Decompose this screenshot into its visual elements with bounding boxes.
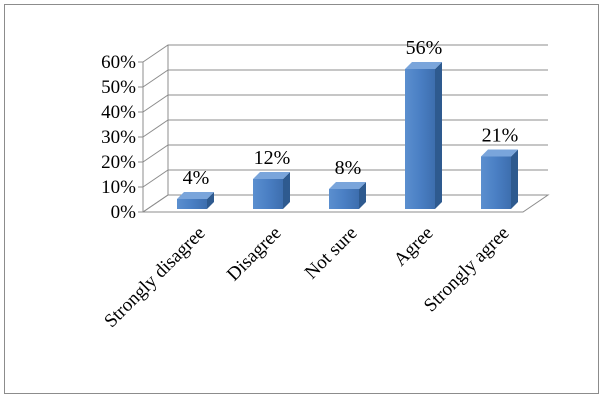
bar-front xyxy=(481,156,511,209)
bar-side xyxy=(435,62,442,209)
bar xyxy=(481,149,518,209)
data-label: 4% xyxy=(183,167,210,189)
bar-side xyxy=(511,149,518,209)
bar-top xyxy=(405,62,442,69)
category-labels: Strongly disagree Disagree Not sure AgreeSt… xyxy=(100,223,513,332)
bar-side xyxy=(207,192,214,209)
bar-front xyxy=(177,199,207,209)
category-label: Disagree xyxy=(223,223,286,286)
axes xyxy=(138,61,144,213)
y-tick-label: 10% xyxy=(101,177,136,198)
bar-front xyxy=(329,189,359,209)
bar-front xyxy=(253,179,283,209)
bar-top xyxy=(253,172,290,179)
y-axis-tick-labels: 0% 10% 20% 30% 40% 50% 60% xyxy=(101,52,136,223)
bar-side xyxy=(359,182,366,209)
y-tick-label: 40% xyxy=(101,102,136,123)
category-label: Strongly disagree xyxy=(100,223,209,332)
category-label: Not sure xyxy=(301,223,362,284)
bar xyxy=(405,62,442,209)
data-label: 12% xyxy=(254,147,291,169)
y-tick-label: 50% xyxy=(101,77,136,98)
y-tick-label: 20% xyxy=(101,152,136,173)
y-tick-label: 30% xyxy=(101,127,136,148)
data-labels: 4% 12% 8% 56% 21% xyxy=(183,37,519,189)
data-label: 56% xyxy=(406,37,443,59)
gridline xyxy=(142,44,548,63)
bar xyxy=(177,192,214,209)
gridline xyxy=(142,94,548,113)
category-label: Agree xyxy=(390,223,438,271)
y-tick-label: 60% xyxy=(101,52,136,73)
data-label: 21% xyxy=(482,125,519,147)
bar xyxy=(329,182,366,209)
bar-top xyxy=(481,149,518,157)
bar-side xyxy=(283,172,290,209)
bar-top xyxy=(177,192,214,199)
bar xyxy=(253,172,290,209)
data-label: 8% xyxy=(335,157,362,179)
gridline xyxy=(142,69,548,88)
bar-front xyxy=(405,69,435,209)
bar-top xyxy=(329,182,366,189)
bars xyxy=(177,62,518,209)
y-tick-label: 0% xyxy=(111,202,137,223)
